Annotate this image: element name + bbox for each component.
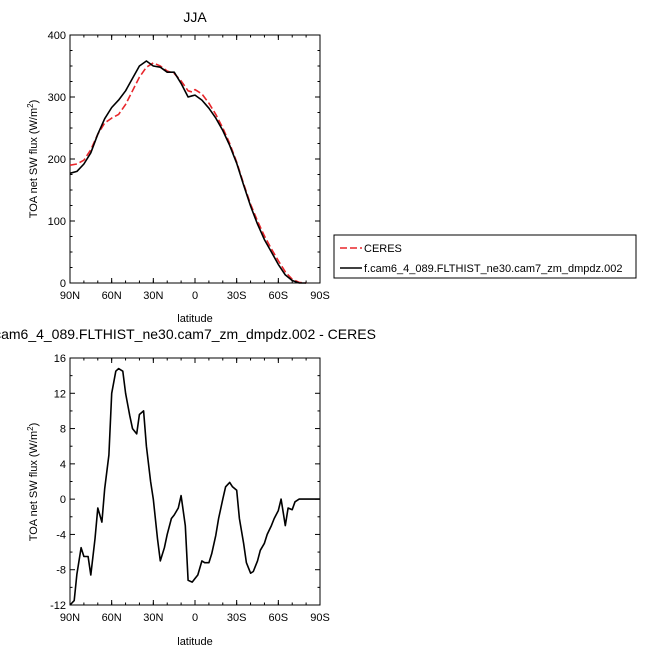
top-chart-x-axis-label: latitude xyxy=(177,313,212,325)
bottom-y-tick-label: -4 xyxy=(56,529,66,541)
bottom-x-tick-label: 30S xyxy=(227,612,247,624)
top-plot-frame xyxy=(69,34,321,284)
top-y-tick-label: 400 xyxy=(48,30,66,42)
top-series-line-1 xyxy=(69,60,307,284)
top-x-tick-label: 90S xyxy=(310,290,330,302)
top-x-tick-label: 90N xyxy=(60,290,80,302)
bottom-chart-title: cam6_4_089.FLTHIST_ne30.cam7_zm_dmpdz.00… xyxy=(0,326,376,342)
bottom-y-tick-label: 8 xyxy=(60,424,66,436)
bottom-y-tick-label: 12 xyxy=(54,388,66,400)
bottom-chart-x-axis-label: latitude xyxy=(177,636,212,648)
bottom-series-line-0 xyxy=(69,367,320,606)
top-y-tick-label: 200 xyxy=(48,154,66,166)
bottom-x-tick-label: 30N xyxy=(143,612,163,624)
top-x-tick-label: 30S xyxy=(227,290,247,302)
top-chart-title: JJA xyxy=(183,9,207,25)
legend-label-model: f.cam6_4_089.FLTHIST_ne30.cam7_zm_dmpdz.… xyxy=(364,263,622,275)
bottom-y-tick-label: 16 xyxy=(54,353,66,365)
top-x-tick-label: 60S xyxy=(269,290,289,302)
top-x-tick-label: 0 xyxy=(192,290,198,302)
top-x-tick-label: 30N xyxy=(143,290,163,302)
top-y-tick-label: 300 xyxy=(48,92,66,104)
top-y-tick-label: 100 xyxy=(48,216,66,228)
bottom-x-tick-label: 60S xyxy=(269,612,289,624)
bottom-y-tick-label: 4 xyxy=(60,459,66,471)
top-x-tick-label: 60N xyxy=(102,290,122,302)
top-y-tick-label: 0 xyxy=(60,278,66,290)
bottom-x-tick-label: 60N xyxy=(102,612,122,624)
svg-text:TOA net SW flux (W/m2): TOA net SW flux (W/m2) xyxy=(26,100,40,219)
bottom-chart-y-axis-label: TOA net SW flux (W/m2) xyxy=(26,423,40,542)
svg-text:TOA net SW flux (W/m2): TOA net SW flux (W/m2) xyxy=(26,423,40,542)
top-series-line-0 xyxy=(69,62,307,284)
top-chart-y-axis-label: TOA net SW flux (W/m2) xyxy=(26,100,40,219)
bottom-y-tick-label: -8 xyxy=(56,565,66,577)
bottom-x-tick-label: 90N xyxy=(60,612,80,624)
bottom-x-tick-label: 0 xyxy=(192,612,198,624)
bottom-plot-frame xyxy=(69,357,321,606)
chart-legend: CERES f.cam6_4_089.FLTHIST_ne30.cam7_zm_… xyxy=(333,234,637,279)
bottom-y-tick-label: 0 xyxy=(60,494,66,506)
legend-label-ceres: CERES xyxy=(364,243,402,255)
bottom-x-tick-label: 90S xyxy=(310,612,330,624)
bottom-y-tick-label: -12 xyxy=(50,600,66,612)
